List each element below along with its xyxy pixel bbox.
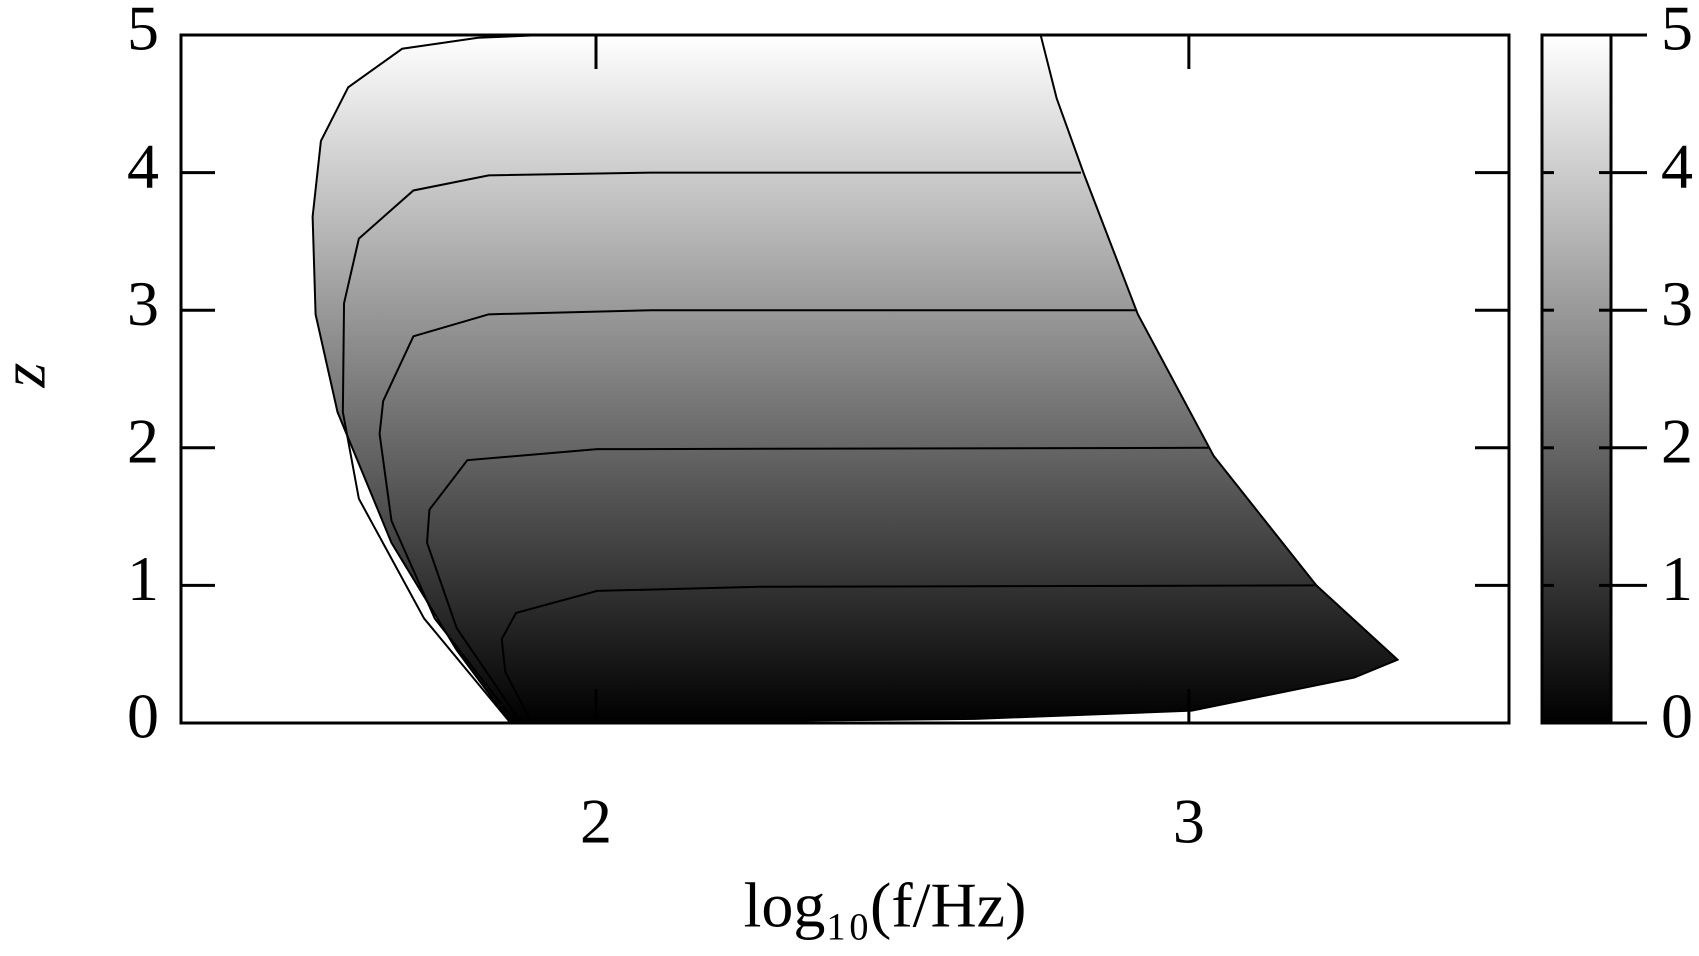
x-axis-label: log₁₀(f/Hz) [744,870,1027,941]
colorbar [1540,33,1613,725]
colorbar-tick-label: 4 [1661,130,1693,201]
contour-line [426,446,1209,724]
y-axis-label: z [0,362,59,388]
y-tick-label: 3 [127,268,159,339]
y-tick-label: 5 [127,0,159,64]
contour-line [378,309,1137,724]
colorbar-tick-label: 0 [1661,681,1693,752]
y-tick-label: 1 [127,543,159,614]
colorbar-tick-label: 5 [1661,0,1693,64]
y-tick-label: 0 [127,681,159,752]
colorbar-tick-label: 1 [1661,543,1693,614]
filled-region [311,34,1400,724]
contour-line [341,171,1081,724]
y-tick-label: 2 [127,405,159,476]
x-tick-label: 2 [580,786,612,857]
plot-frame [179,33,1511,725]
colorbar-tick-label: 3 [1661,268,1693,339]
contour-line [500,584,1315,724]
y-tick-label: 4 [127,130,159,201]
x-tick-label: 3 [1173,786,1205,857]
colorbar-tick-label: 2 [1661,405,1693,476]
